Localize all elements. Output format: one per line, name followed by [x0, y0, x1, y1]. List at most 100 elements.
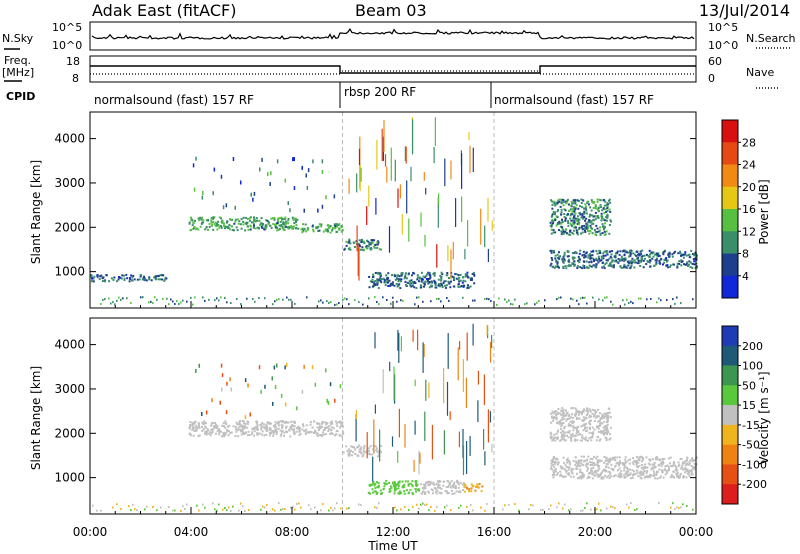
data-cell: [549, 412, 552, 415]
data-cell: [203, 422, 206, 425]
ground-scatter-cell: [254, 300, 256, 303]
data-cell: [287, 222, 290, 225]
data-cell: [605, 424, 608, 427]
data-cell: [435, 482, 438, 485]
data-cell: [193, 227, 195, 230]
data-cell: [618, 456, 621, 459]
ground-scatter-cell: [232, 505, 234, 508]
data-cell: [268, 221, 270, 224]
data-cell: [602, 199, 605, 202]
data-cell: [590, 250, 593, 253]
data-cell: [655, 262, 658, 265]
data-cell: [395, 488, 398, 491]
data-cell: [605, 415, 607, 418]
data-cell: [584, 254, 587, 257]
data-cell: [398, 480, 401, 483]
data-cell: [372, 480, 375, 483]
scatter-cell: [334, 398, 336, 403]
data-cell: [336, 425, 339, 427]
data-cell: [589, 214, 592, 217]
data-cell: [585, 465, 588, 468]
data-cell: [400, 278, 403, 281]
data-cell: [330, 429, 333, 432]
data-cell: [268, 434, 271, 437]
data-cell: [256, 226, 259, 229]
ground-scatter-cell: [420, 503, 422, 506]
noise-streak: [446, 381, 449, 416]
data-cell: [554, 265, 557, 268]
data-cell: [209, 431, 212, 434]
data-cell: [360, 452, 363, 455]
data-cell: [660, 475, 663, 478]
noise-streak: [462, 359, 464, 392]
data-cell: [562, 422, 565, 424]
data-cell: [552, 476, 555, 479]
data-cell: [335, 422, 338, 425]
ground-scatter-cell: [670, 506, 672, 509]
data-cell: [228, 424, 231, 427]
data-cell: [609, 426, 612, 429]
data-cell: [341, 435, 343, 438]
data-cell: [411, 485, 414, 488]
data-cell: [415, 480, 418, 482]
data-cell: [404, 276, 407, 278]
data-cell: [363, 445, 366, 448]
data-cell: [341, 423, 344, 426]
data-cell: [255, 428, 258, 431]
ground-scatter-cell: [640, 297, 642, 300]
noise-streak: [472, 323, 474, 346]
data-cell: [606, 253, 609, 256]
data-cell: [563, 259, 566, 262]
noise-streak: [464, 248, 466, 260]
data-cell: [262, 423, 265, 426]
data-cell: [306, 229, 309, 231]
data-cell: [195, 227, 198, 230]
ground-scatter-cell: [622, 299, 624, 302]
data-cell: [614, 465, 617, 467]
data-cell: [572, 199, 575, 202]
ground-scatter-cell: [674, 508, 676, 511]
ground-scatter-cell: [260, 508, 262, 511]
data-cell: [553, 465, 555, 468]
data-cell: [601, 223, 604, 226]
noise-streak: [397, 188, 399, 208]
data-cell: [573, 226, 576, 229]
data-cell: [640, 471, 643, 474]
data-cell: [291, 428, 294, 431]
data-cell: [591, 435, 594, 438]
data-cell: [353, 446, 356, 449]
data-cell: [572, 426, 575, 429]
data-cell: [609, 210, 612, 213]
data-cell: [163, 279, 166, 282]
scatter-cell: [247, 383, 249, 388]
data-cell: [566, 434, 568, 437]
data-cell: [561, 416, 564, 419]
data-cell: [272, 217, 274, 220]
ground-scatter-cell: [584, 296, 586, 299]
data-cell: [463, 284, 466, 287]
data-cell: [226, 430, 229, 433]
data-cell: [676, 262, 679, 265]
data-cell: [632, 463, 635, 466]
data-cell: [567, 220, 570, 223]
data-cell: [329, 421, 332, 424]
data-cell: [448, 281, 451, 284]
data-cell: [567, 233, 570, 236]
data-cell: [576, 429, 579, 431]
data-cell: [605, 439, 608, 441]
data-cell: [459, 273, 462, 276]
data-cell: [371, 278, 374, 281]
data-cell: [593, 462, 596, 465]
data-cell: [570, 219, 573, 222]
data-cell: [302, 425, 305, 428]
ground-scatter-cell: [112, 506, 114, 509]
noise-streak: [447, 333, 449, 369]
data-cell: [588, 431, 591, 434]
data-cell: [581, 267, 584, 270]
scatter-cell: [284, 365, 286, 370]
nsky-tick-top: 10^5: [52, 21, 82, 34]
data-cell: [222, 432, 225, 434]
ground-scatter-cell: [192, 303, 194, 306]
data-cell: [280, 433, 283, 436]
data-cell: [596, 208, 599, 211]
